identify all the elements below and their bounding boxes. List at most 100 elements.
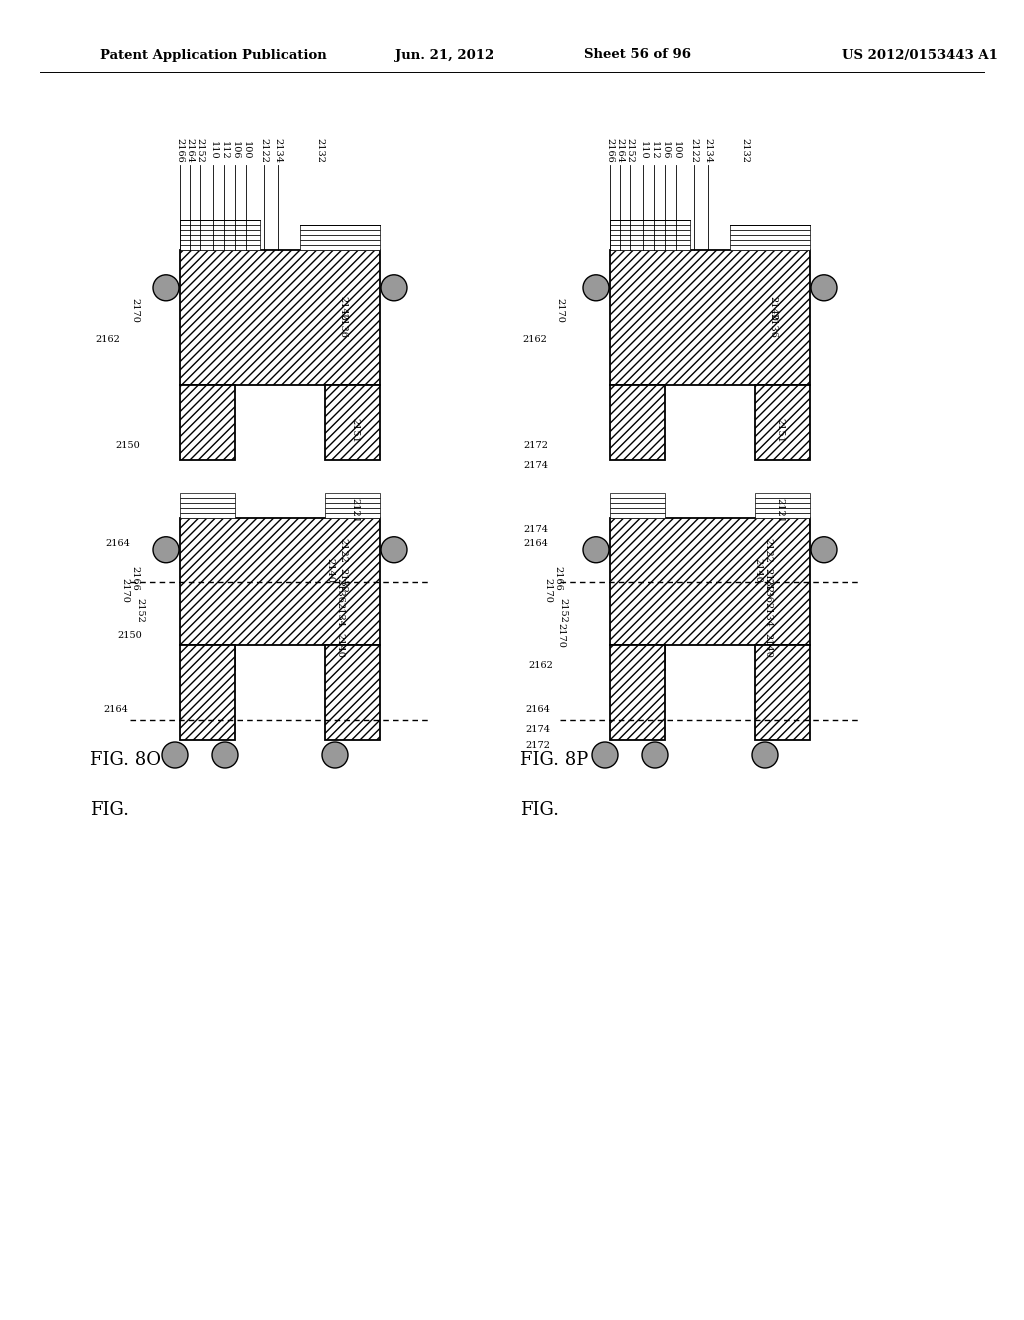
Circle shape — [752, 742, 778, 768]
Text: 2151: 2151 — [775, 417, 784, 442]
Bar — [610, 498, 665, 503]
Bar — [180, 220, 260, 224]
Circle shape — [153, 537, 179, 562]
Text: 110: 110 — [209, 141, 217, 160]
Bar — [325, 492, 380, 498]
Bar — [610, 235, 690, 240]
Text: 2150: 2150 — [116, 441, 140, 450]
Circle shape — [642, 742, 668, 768]
Text: 2132: 2132 — [740, 137, 750, 162]
Text: 2140: 2140 — [753, 557, 762, 582]
Circle shape — [381, 537, 407, 562]
Text: FIG. 8P: FIG. 8P — [520, 751, 588, 770]
Bar — [610, 508, 665, 513]
Bar — [610, 513, 665, 517]
Text: 2166: 2166 — [605, 137, 614, 162]
Text: 2172: 2172 — [523, 441, 548, 450]
Circle shape — [592, 742, 618, 768]
Text: 2170: 2170 — [121, 578, 129, 602]
Text: 2170: 2170 — [130, 297, 139, 322]
Text: 2152: 2152 — [196, 137, 205, 162]
Bar — [180, 249, 380, 385]
Text: 100: 100 — [242, 141, 251, 160]
Circle shape — [322, 742, 348, 768]
Text: Patent Application Publication: Patent Application Publication — [100, 49, 327, 62]
Circle shape — [381, 275, 407, 301]
Bar — [610, 517, 810, 645]
Text: 2164: 2164 — [103, 705, 128, 714]
Circle shape — [811, 537, 837, 562]
Bar — [755, 498, 810, 503]
Text: 2132: 2132 — [763, 568, 772, 593]
Circle shape — [811, 275, 837, 301]
Bar — [180, 240, 260, 246]
Bar — [325, 503, 380, 508]
Text: 2136: 2136 — [768, 313, 777, 338]
Text: 2162: 2162 — [528, 660, 553, 669]
Text: 2151: 2151 — [350, 417, 359, 442]
Text: 100: 100 — [672, 141, 681, 160]
Bar — [180, 385, 234, 459]
Bar — [300, 235, 380, 240]
Bar — [610, 230, 690, 235]
Bar — [610, 660, 665, 665]
Bar — [755, 645, 810, 741]
Bar — [300, 224, 380, 230]
Bar — [610, 492, 665, 498]
Text: 2164: 2164 — [105, 539, 130, 548]
Bar — [610, 246, 690, 249]
Bar — [180, 655, 234, 660]
Bar — [755, 385, 810, 459]
Text: 2162: 2162 — [95, 335, 120, 345]
Text: 2136: 2136 — [338, 313, 347, 338]
Bar — [610, 503, 665, 508]
Text: 2122: 2122 — [763, 537, 772, 562]
Text: 2164: 2164 — [525, 705, 550, 714]
Bar — [730, 235, 810, 240]
Text: FIG. 8O: FIG. 8O — [90, 751, 161, 770]
Bar — [325, 385, 380, 459]
Bar — [180, 235, 260, 240]
Bar — [180, 517, 380, 645]
Bar — [325, 645, 380, 741]
Text: 106: 106 — [660, 141, 670, 160]
Text: 2152: 2152 — [558, 598, 567, 623]
Text: 2174: 2174 — [523, 461, 548, 470]
Text: 2150: 2150 — [118, 631, 142, 639]
Bar — [180, 645, 234, 741]
Bar — [610, 645, 665, 649]
Text: Jun. 21, 2012: Jun. 21, 2012 — [395, 49, 495, 62]
Text: 2140: 2140 — [763, 632, 772, 657]
Text: 2122: 2122 — [338, 537, 347, 562]
Bar — [610, 224, 690, 230]
Text: 2164: 2164 — [185, 137, 195, 162]
Bar — [755, 492, 810, 498]
Text: 2121: 2121 — [775, 498, 784, 523]
Bar — [180, 224, 260, 230]
Text: 2174: 2174 — [525, 726, 550, 734]
Bar — [180, 665, 234, 671]
Text: 2140: 2140 — [325, 557, 334, 582]
Bar — [180, 246, 260, 249]
Bar — [755, 508, 810, 513]
Bar — [180, 660, 234, 665]
Bar — [755, 513, 810, 517]
Circle shape — [583, 275, 609, 301]
Text: 2121: 2121 — [350, 498, 359, 523]
Text: 2172: 2172 — [525, 741, 550, 750]
Text: 2152: 2152 — [135, 598, 144, 623]
Text: 2152: 2152 — [626, 137, 635, 162]
Text: 112: 112 — [219, 141, 228, 160]
Bar — [300, 246, 380, 249]
Bar — [610, 649, 665, 655]
Circle shape — [162, 742, 188, 768]
Text: 2162: 2162 — [522, 335, 547, 345]
Circle shape — [583, 537, 609, 562]
Text: Sheet 56 of 96: Sheet 56 of 96 — [585, 49, 691, 62]
Bar — [755, 503, 810, 508]
Text: FIG.: FIG. — [90, 801, 129, 818]
Text: 110: 110 — [639, 141, 647, 160]
Bar — [730, 240, 810, 246]
Bar — [610, 645, 665, 741]
Text: 2136: 2136 — [763, 578, 772, 602]
